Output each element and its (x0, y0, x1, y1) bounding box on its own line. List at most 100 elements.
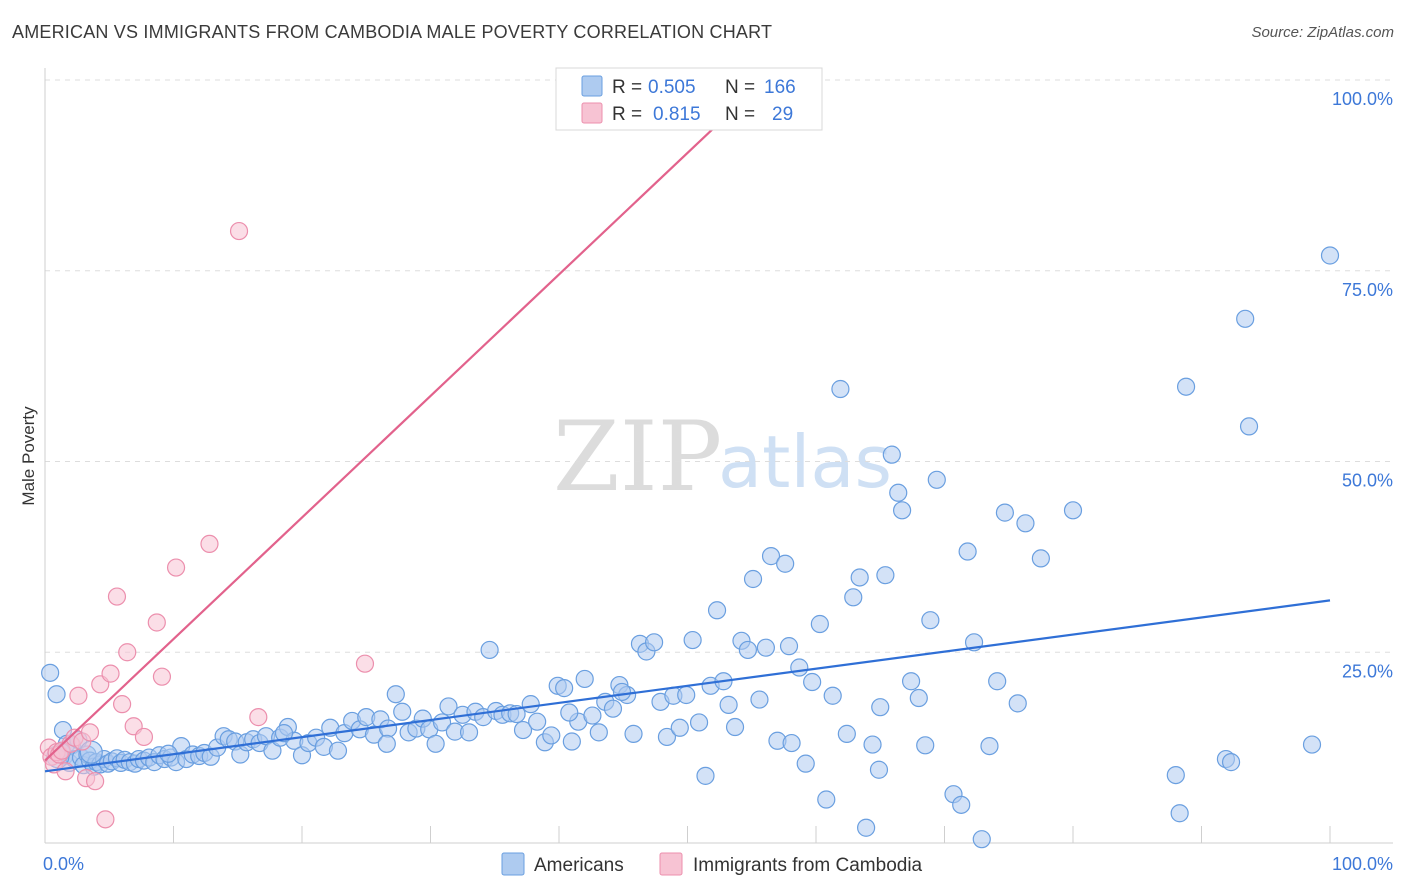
legend-swatch-cambodia (581, 102, 603, 124)
watermark: ZIP atlas (553, 401, 892, 513)
data-point (750, 690, 769, 709)
data-point (995, 503, 1014, 522)
legend-r-value: 0.815 (653, 104, 701, 125)
data-point (782, 733, 801, 753)
data-point (796, 754, 815, 773)
data-point (69, 686, 88, 705)
data-point (107, 587, 127, 606)
data-point (612, 682, 632, 702)
legend-n-label: N = (725, 77, 755, 98)
data-point (863, 735, 882, 754)
data-point (166, 558, 186, 577)
data-point (386, 685, 405, 704)
data-point (696, 766, 715, 785)
data-point (707, 601, 727, 620)
legend-swatch-americans (581, 75, 603, 97)
data-point (683, 630, 702, 650)
legend-r-label: R = (612, 104, 642, 125)
y-tick-label: 25.0% (1342, 661, 1393, 681)
data-point (542, 726, 561, 745)
data-point (47, 685, 66, 704)
data-point (575, 669, 594, 689)
data-point (803, 672, 822, 692)
data-point (831, 379, 850, 399)
data-point (876, 566, 895, 585)
legend-n-value: 29 (772, 104, 793, 125)
data-point (112, 695, 132, 714)
data-point (850, 568, 869, 587)
data-point (200, 534, 219, 554)
x-tick-labels: 0.0% 100.0% (43, 854, 1393, 874)
data-point (378, 719, 398, 738)
data-point (439, 697, 458, 716)
data-point (583, 706, 602, 725)
data-point (916, 736, 935, 755)
data-point (1063, 501, 1083, 520)
data-point (1008, 694, 1027, 713)
watermark-zip: ZIP (553, 401, 722, 513)
data-point (892, 501, 912, 520)
data-point (152, 667, 172, 686)
data-point (882, 445, 901, 464)
grid-lines (45, 79, 1393, 653)
americans-points (41, 246, 1340, 849)
data-point (96, 810, 115, 829)
legend-n-label: N = (725, 104, 755, 125)
data-point (689, 713, 709, 732)
data-point (147, 613, 166, 632)
data-point (810, 614, 829, 634)
series-swatch-cambodia (659, 852, 683, 876)
data-point (952, 795, 971, 814)
data-point (657, 727, 677, 747)
data-point (41, 663, 60, 682)
data-point (560, 703, 579, 722)
series-label-americans: Americans (534, 855, 624, 876)
series-label-cambodia: Immigrants from Cambodia (693, 855, 923, 876)
data-point (86, 772, 105, 791)
data-point (56, 762, 75, 781)
data-point (1236, 309, 1255, 328)
data-point (229, 221, 249, 241)
y-tick-label: 50.0% (1342, 471, 1393, 491)
data-point (134, 727, 154, 747)
data-point (670, 718, 689, 737)
data-point (761, 547, 781, 566)
data-point (738, 640, 757, 660)
data-point (1031, 549, 1050, 568)
data-point (980, 736, 999, 756)
data-point (328, 741, 348, 760)
data-point (555, 679, 574, 698)
data-point (1239, 417, 1259, 436)
data-point (677, 685, 696, 705)
data-point (909, 688, 928, 708)
data-point (988, 672, 1007, 691)
legend: R = 0.505 N = 166 R = 0.815 N = 29 (555, 67, 823, 131)
data-point (118, 643, 137, 662)
trend-line-americans (44, 599, 1331, 773)
data-point (393, 702, 412, 721)
chart-source: Source: ZipAtlas.com (1251, 24, 1394, 41)
data-point (355, 654, 375, 673)
data-point (823, 686, 842, 705)
data-point (513, 720, 533, 740)
data-point (837, 724, 856, 743)
data-point (480, 640, 499, 660)
series-legend: Americans Immigrants from Cambodia (501, 852, 923, 876)
trend-lines (44, 79, 1331, 773)
x-tick-label: 100.0% (1332, 854, 1393, 874)
data-point (889, 483, 908, 502)
data-point (756, 638, 775, 657)
data-point (1016, 514, 1035, 533)
data-point (779, 637, 799, 656)
data-point (725, 717, 745, 737)
data-point (459, 723, 479, 742)
y-tick-label: 75.0% (1342, 280, 1393, 300)
data-point (249, 708, 268, 727)
y-tick-label: 100.0% (1332, 89, 1393, 109)
data-point (521, 695, 540, 714)
data-point (377, 734, 396, 753)
data-point (603, 699, 623, 718)
data-point (1320, 246, 1340, 265)
data-point (1170, 804, 1189, 823)
